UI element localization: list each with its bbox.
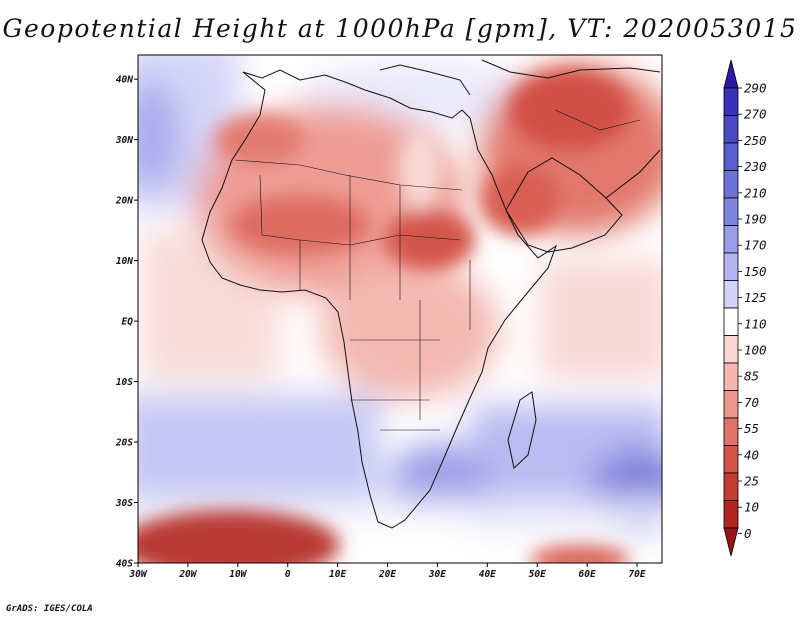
arabia-coastline [505, 157, 623, 253]
x-tick-label: 20W [178, 569, 197, 580]
colorbar-label: 25 [744, 474, 759, 489]
country-borders [234, 109, 641, 431]
x-tick-label: 30E [428, 569, 446, 580]
colorbar-label: 150 [744, 264, 767, 279]
mediterranean-north-coast [379, 64, 471, 96]
colorbar-swatch [723, 197, 739, 226]
x-tick-label: 10E [329, 569, 346, 580]
colorbar-swatch [723, 335, 739, 364]
y-tick-label: 20S [115, 438, 133, 449]
iran-coast [605, 149, 661, 199]
x-tick-label: 20E [378, 569, 396, 580]
colorbar-swatch [723, 252, 739, 281]
y-tick-label: EQ [122, 317, 134, 328]
colorbar-label: 110 [744, 316, 767, 331]
x-tick-label: 0 [285, 569, 291, 580]
colorbar: 2902702502302101901701501251101008570554… [723, 59, 767, 557]
colorbar-swatch [723, 390, 739, 419]
colorbar-swatch [723, 307, 739, 336]
y-axis: 40N 30N 20N 10N EQ 10S 20S 30S 40S [115, 75, 138, 570]
colorbar-swatch [723, 115, 739, 144]
colorbar-swatch [723, 225, 739, 254]
colorbar-swatch [723, 445, 739, 474]
y-tick-label: 40N [116, 75, 133, 86]
x-tick-label: 50E [529, 569, 546, 580]
colorbar-label: 250 [744, 133, 767, 148]
colorbar-label: 0 [744, 526, 752, 541]
africa-coastline [201, 69, 557, 529]
y-tick-label: 10N [116, 256, 133, 267]
x-axis: 30W 20W 10W 0 10E 20E 30E 40E 50E 60E 70E [128, 563, 646, 580]
colorbar-label: 125 [744, 290, 767, 305]
colorbar-label: 210 [744, 185, 767, 200]
colorbar-label: 55 [744, 421, 759, 436]
colorbar-label: 170 [744, 238, 767, 253]
x-tick-label: 70E [628, 569, 645, 580]
plot-frame [137, 54, 663, 564]
colorbar-swatch [723, 417, 739, 446]
colorbar-swatch [723, 362, 739, 391]
y-tick-label: 20N [115, 196, 133, 207]
colorbar-swatch [723, 170, 739, 199]
y-tick-label: 30S [115, 498, 133, 509]
colorbar-label: 10 [744, 500, 759, 515]
colorbar-label: 190 [744, 212, 767, 227]
colorbar-label: 70 [744, 395, 759, 410]
colorbar-swatch [723, 87, 739, 116]
asia-north-coast [481, 59, 661, 79]
colorbar-swatch [723, 280, 739, 309]
colorbar-swatch [723, 472, 739, 501]
colorbar-label: 85 [744, 369, 759, 384]
x-tick-label: 40E [479, 569, 496, 580]
y-tick-label: 40S [116, 559, 133, 570]
colorbar-top-arrow [723, 59, 739, 89]
grads-credit: GrADS: IGES/COLA [6, 604, 93, 614]
colorbar-bottom-arrow [723, 527, 739, 557]
colorbar-label: 270 [744, 107, 767, 122]
colorbar-label: 40 [744, 447, 759, 462]
x-tick-label: 30W [128, 569, 147, 580]
colorbar-swatch [723, 500, 739, 529]
x-tick-label: 60E [579, 569, 596, 580]
colorbar-label: 290 [744, 81, 767, 96]
height-field [138, 55, 662, 563]
y-tick-label: 30N [115, 135, 133, 146]
chart-title: Geopotential Height at 1000hPa [gpm], VT… [2, 14, 798, 43]
y-tick-label: 10S [116, 377, 133, 388]
coastlines [201, 59, 661, 529]
madagascar-coastline [507, 391, 537, 469]
colorbar-label: 230 [744, 159, 767, 174]
colorbar-label: 100 [744, 343, 767, 358]
colorbar-swatch [723, 142, 739, 171]
x-tick-label: 10W [229, 569, 247, 580]
